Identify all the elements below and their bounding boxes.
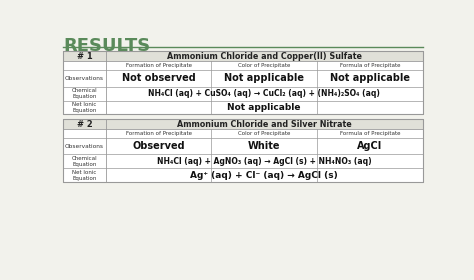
Bar xyxy=(63,119,423,182)
Text: Ammonium Chloride and Silver Nitrate: Ammonium Chloride and Silver Nitrate xyxy=(177,120,352,129)
Bar xyxy=(63,119,423,182)
Text: Chemical
Equation: Chemical Equation xyxy=(72,88,97,99)
Bar xyxy=(63,119,423,129)
Text: Color of Precipitate: Color of Precipitate xyxy=(238,63,291,68)
Text: # 1: # 1 xyxy=(77,52,92,61)
Bar xyxy=(63,51,423,115)
Text: Ag⁺ (aq) + Cl⁻ (aq) → AgCl (s): Ag⁺ (aq) + Cl⁻ (aq) → AgCl (s) xyxy=(191,171,338,180)
Text: Net Ionic
Equation: Net Ionic Equation xyxy=(72,170,97,181)
Text: Formula of Precipitate: Formula of Precipitate xyxy=(340,63,400,68)
Text: NH₄Cl (aq) + AgNO₃ (aq) → AgCl (s) + NH₄NO₃ (aq): NH₄Cl (aq) + AgNO₃ (aq) → AgCl (s) + NH₄… xyxy=(157,157,372,166)
Text: Ammonium Chloride and Copper(II) Sulfate: Ammonium Chloride and Copper(II) Sulfate xyxy=(167,52,362,61)
Text: Formula of Precipitate: Formula of Precipitate xyxy=(340,131,400,136)
Text: AgCl: AgCl xyxy=(357,141,383,151)
Text: Observations: Observations xyxy=(65,144,104,148)
Text: Not applicable: Not applicable xyxy=(228,103,301,112)
Bar xyxy=(63,51,423,115)
Text: RESULTS: RESULTS xyxy=(63,37,150,55)
Text: White: White xyxy=(248,141,281,151)
Text: Observations: Observations xyxy=(65,76,104,81)
Text: Not observed: Not observed xyxy=(122,73,195,83)
Text: Not applicable: Not applicable xyxy=(330,73,410,83)
Text: NH₄Cl (aq) + CuSO₄ (aq) → CuCl₂ (aq) + (NH₄)₂SO₄ (aq): NH₄Cl (aq) + CuSO₄ (aq) → CuCl₂ (aq) + (… xyxy=(148,89,380,98)
Text: Observed: Observed xyxy=(132,141,185,151)
Text: Not applicable: Not applicable xyxy=(224,73,304,83)
Text: Net Ionic
Equation: Net Ionic Equation xyxy=(72,102,97,113)
Text: # 2: # 2 xyxy=(77,120,92,129)
Bar xyxy=(63,51,423,61)
Text: Formation of Precipitate: Formation of Precipitate xyxy=(126,131,191,136)
Text: Chemical
Equation: Chemical Equation xyxy=(72,156,97,167)
Text: Formation of Precipitate: Formation of Precipitate xyxy=(126,63,191,68)
Text: Color of Precipitate: Color of Precipitate xyxy=(238,131,291,136)
